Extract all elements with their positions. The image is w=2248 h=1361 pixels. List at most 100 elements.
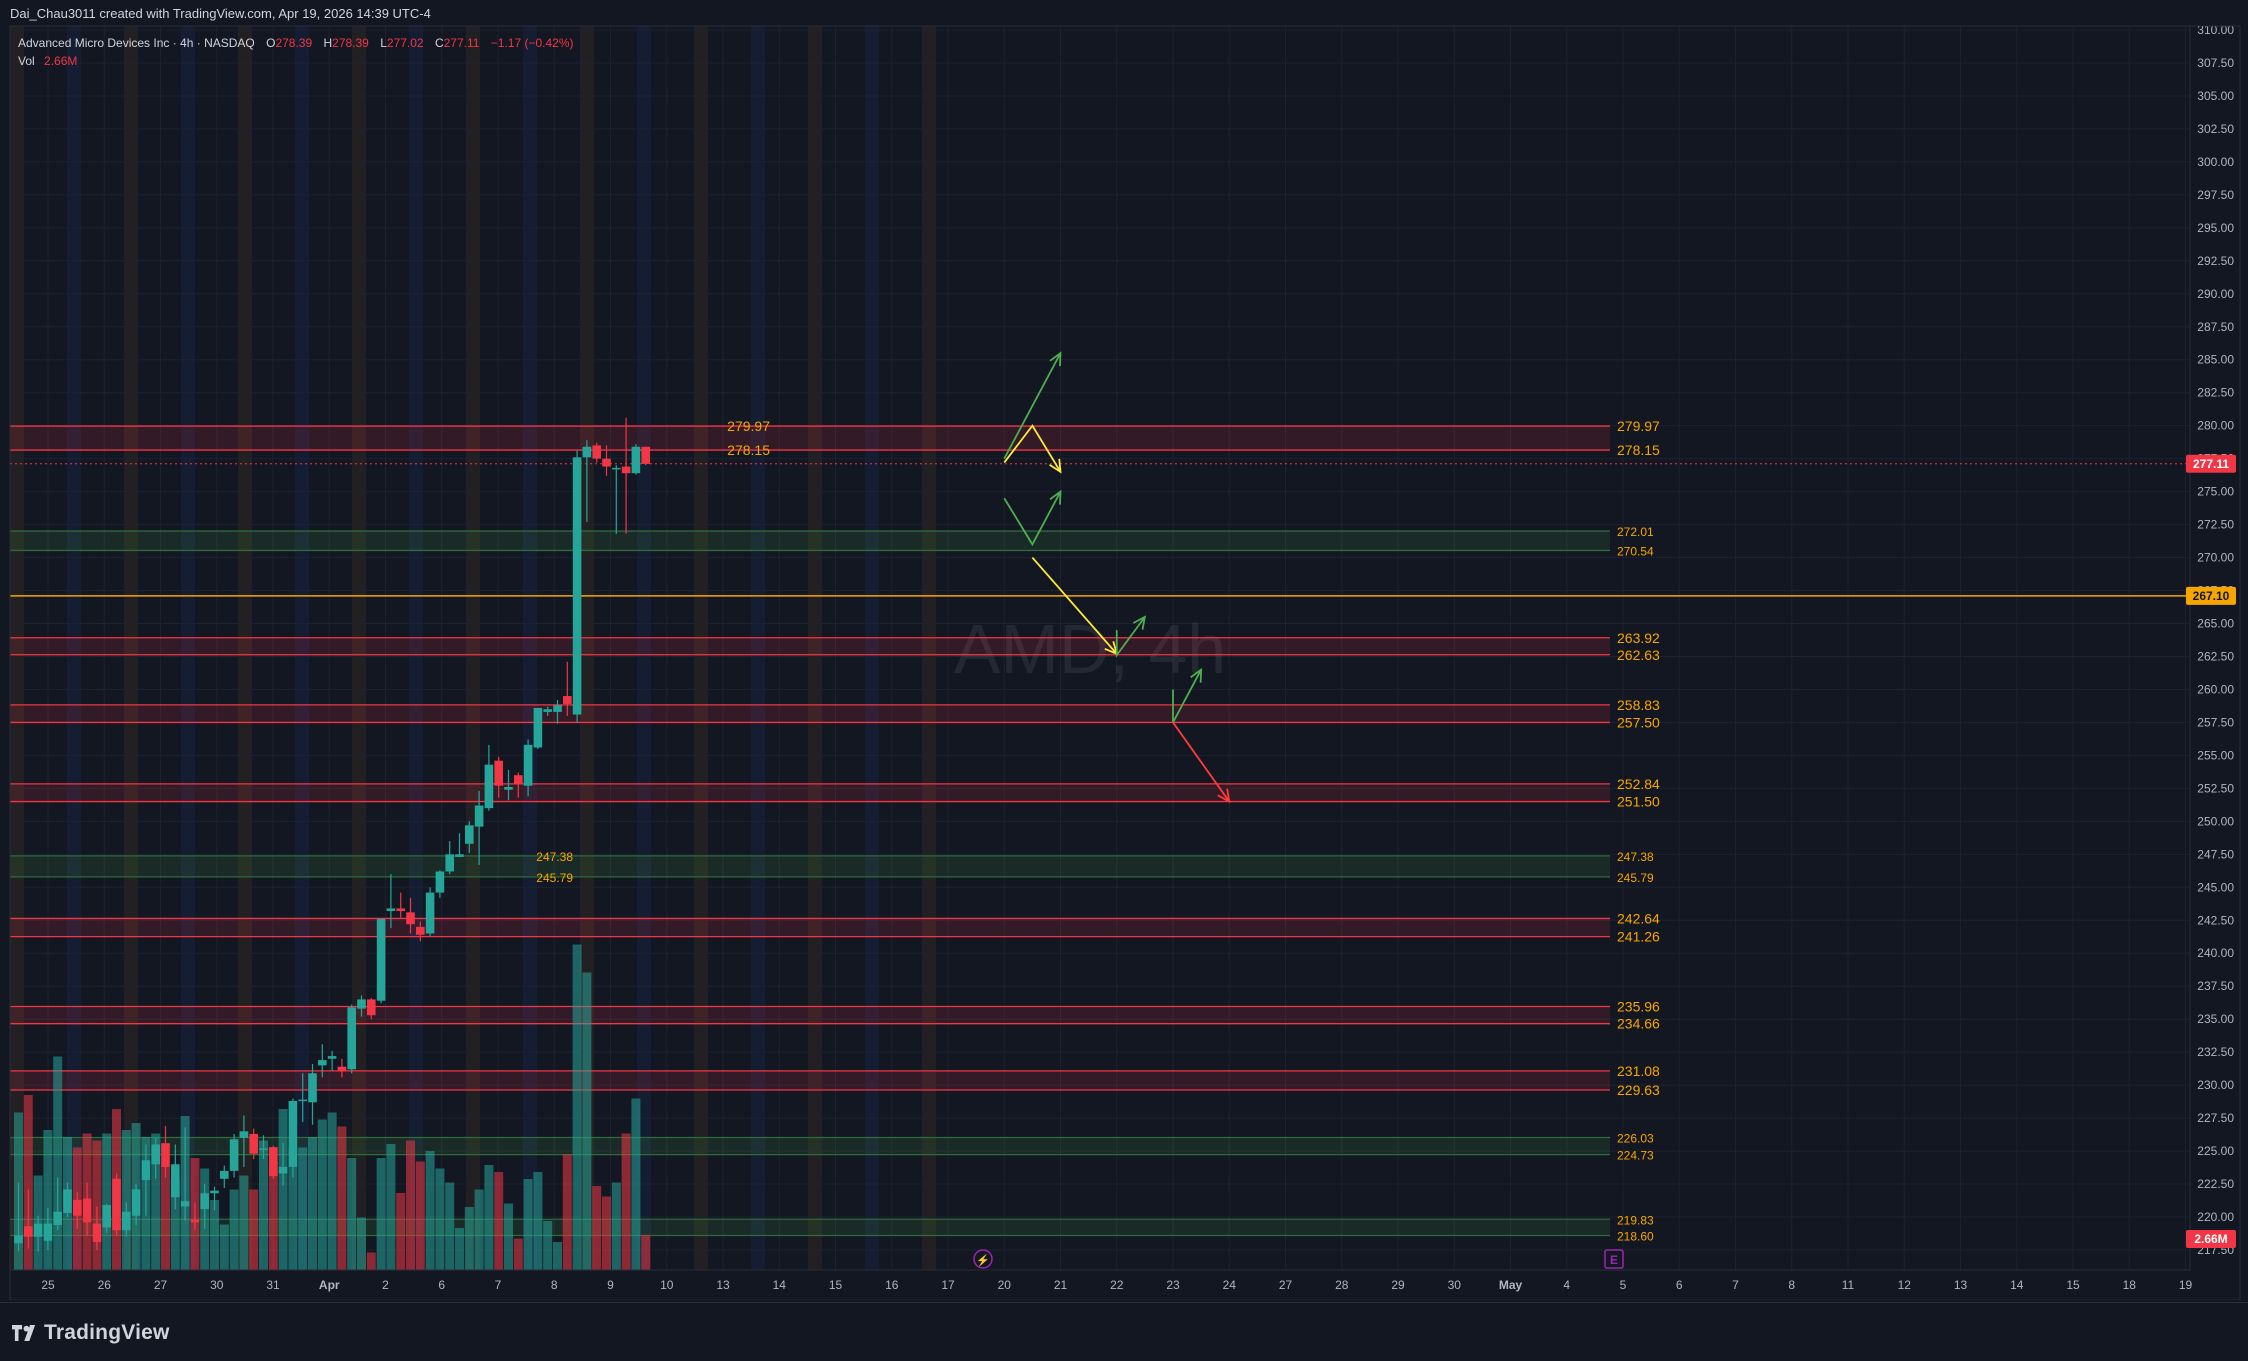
candle-body bbox=[514, 775, 523, 785]
volume-bar bbox=[249, 1189, 259, 1270]
resistance-zone-label-top: 242.64 bbox=[1617, 910, 1660, 926]
candle-body bbox=[190, 1219, 200, 1223]
time-tick-label: 20 bbox=[998, 1278, 1012, 1292]
candle-body bbox=[122, 1211, 131, 1231]
volume-bar bbox=[43, 1130, 53, 1270]
volume-bar bbox=[357, 1217, 366, 1270]
resistance-zone-label-bottom: 241.26 bbox=[1617, 929, 1660, 945]
candle-body bbox=[131, 1189, 141, 1216]
volume-bar bbox=[504, 1203, 513, 1270]
support-zone-label-bottom: 224.73 bbox=[1617, 1149, 1654, 1163]
session-shade bbox=[751, 26, 765, 1270]
price-tick-label: 247.50 bbox=[2197, 847, 2234, 861]
candle-body bbox=[278, 1166, 288, 1174]
candle-body bbox=[474, 805, 484, 827]
projection-arrow bbox=[1115, 616, 1146, 658]
volume-bar bbox=[327, 1112, 337, 1270]
volume-bar bbox=[376, 1158, 386, 1270]
resistance-zone-label-top: 258.83 bbox=[1617, 697, 1660, 713]
resistance-zone-left-label-bottom: 278.15 bbox=[727, 442, 770, 458]
volume-badge bbox=[2186, 1230, 2236, 1248]
time-tick-label: 15 bbox=[2066, 1278, 2080, 1292]
candle-body bbox=[484, 764, 494, 809]
volume-bar bbox=[161, 1165, 170, 1270]
resistance-zone-label-bottom: 251.50 bbox=[1617, 794, 1660, 810]
projection-arrow bbox=[1172, 721, 1230, 803]
projection-arrow bbox=[1003, 352, 1062, 460]
symbol-name[interactable]: Advanced Micro Devices Inc · 4h · NASDAQ bbox=[18, 36, 255, 50]
session-shade bbox=[409, 26, 423, 1270]
candle-body bbox=[161, 1143, 170, 1167]
header-bar: Dai_Chau3011 created with TradingView.co… bbox=[0, 0, 2248, 26]
volume-bar bbox=[366, 1252, 376, 1270]
candle-body bbox=[308, 1073, 317, 1103]
volume-bar bbox=[474, 1189, 484, 1270]
low-label: L bbox=[380, 36, 387, 50]
candle-body bbox=[621, 466, 631, 474]
volume-bar bbox=[239, 1175, 249, 1270]
time-tick-label: 15 bbox=[829, 1278, 843, 1292]
price-tick-label: 235.00 bbox=[2197, 1012, 2234, 1026]
tradingview-logo[interactable]: TradingView bbox=[12, 1321, 170, 1345]
price-tick-label: 232.50 bbox=[2197, 1045, 2234, 1059]
time-tick-label: 5 bbox=[1620, 1278, 1627, 1292]
candle-body bbox=[259, 1148, 268, 1150]
level-badge bbox=[2186, 586, 2236, 605]
support-zone-label-top: 247.38 bbox=[1617, 850, 1654, 864]
time-tick-label: 6 bbox=[1676, 1278, 1683, 1292]
price-chart[interactable]: AMD, 4h279.97278.15279.97278.15263.92262… bbox=[0, 0, 2248, 1300]
price-tick-label: 227.50 bbox=[2197, 1111, 2234, 1125]
time-tick-label: 22 bbox=[1110, 1278, 1124, 1292]
time-tick-label: 7 bbox=[495, 1278, 502, 1292]
volume-bar bbox=[582, 972, 592, 1270]
support-zone-label-top: 272.01 bbox=[1617, 525, 1654, 539]
candle-body bbox=[92, 1223, 102, 1243]
volume-bar bbox=[298, 1147, 308, 1270]
dividend-marker-glyph: ⚡ bbox=[976, 1254, 990, 1267]
time-tick-label: 8 bbox=[551, 1278, 558, 1292]
arrow-head bbox=[1190, 667, 1203, 683]
projection-arrow bbox=[1003, 491, 1062, 547]
price-tick-label: 275.00 bbox=[2197, 485, 2234, 499]
volume-bar bbox=[308, 1137, 317, 1270]
candle-body bbox=[318, 1060, 327, 1066]
time-tick-label: 13 bbox=[716, 1278, 730, 1292]
candle-body bbox=[102, 1205, 111, 1228]
time-tick-label: 14 bbox=[2010, 1278, 2024, 1292]
support-zone-label-bottom: 245.79 bbox=[1617, 871, 1654, 885]
session-shade bbox=[181, 26, 195, 1270]
volume-bar bbox=[592, 1186, 602, 1270]
candle-body bbox=[494, 760, 503, 786]
projection-arrow bbox=[1031, 556, 1118, 655]
candle-body bbox=[229, 1139, 239, 1171]
candle-body bbox=[337, 1066, 347, 1071]
candle-body bbox=[288, 1100, 298, 1167]
candle-body bbox=[298, 1099, 307, 1102]
candle-body bbox=[151, 1144, 160, 1165]
price-tick-label: 280.00 bbox=[2197, 419, 2234, 433]
price-tick-label: 285.00 bbox=[2197, 353, 2234, 367]
support-zone-label-top: 226.03 bbox=[1617, 1131, 1654, 1145]
session-shade bbox=[865, 26, 879, 1270]
price-tick-label: 265.00 bbox=[2197, 617, 2234, 631]
session-shade bbox=[694, 26, 708, 1270]
resistance-zone-3 bbox=[10, 783, 1610, 802]
price-tick-label: 297.50 bbox=[2197, 188, 2234, 202]
arrow-head bbox=[1049, 351, 1062, 367]
volume-bar bbox=[533, 1172, 543, 1270]
resistance-zone-6 bbox=[10, 1070, 1610, 1091]
time-tick-label: 24 bbox=[1223, 1278, 1237, 1292]
candle-body bbox=[572, 457, 582, 715]
candle-body bbox=[563, 696, 572, 704]
volume-bar bbox=[288, 1147, 298, 1270]
time-tick-label: 30 bbox=[1448, 1278, 1462, 1292]
candle-body bbox=[435, 871, 445, 893]
support-zone-label-bottom: 218.60 bbox=[1617, 1229, 1654, 1243]
resistance-zone-label-bottom: 278.15 bbox=[1617, 442, 1660, 458]
candle-body bbox=[582, 446, 592, 458]
volume-bar bbox=[121, 1130, 131, 1270]
resistance-zone-label-bottom: 234.66 bbox=[1617, 1016, 1660, 1032]
projection-arrow bbox=[1003, 424, 1062, 473]
session-shade bbox=[922, 26, 936, 1270]
support-zone-left-label-bottom: 245.79 bbox=[536, 871, 573, 885]
